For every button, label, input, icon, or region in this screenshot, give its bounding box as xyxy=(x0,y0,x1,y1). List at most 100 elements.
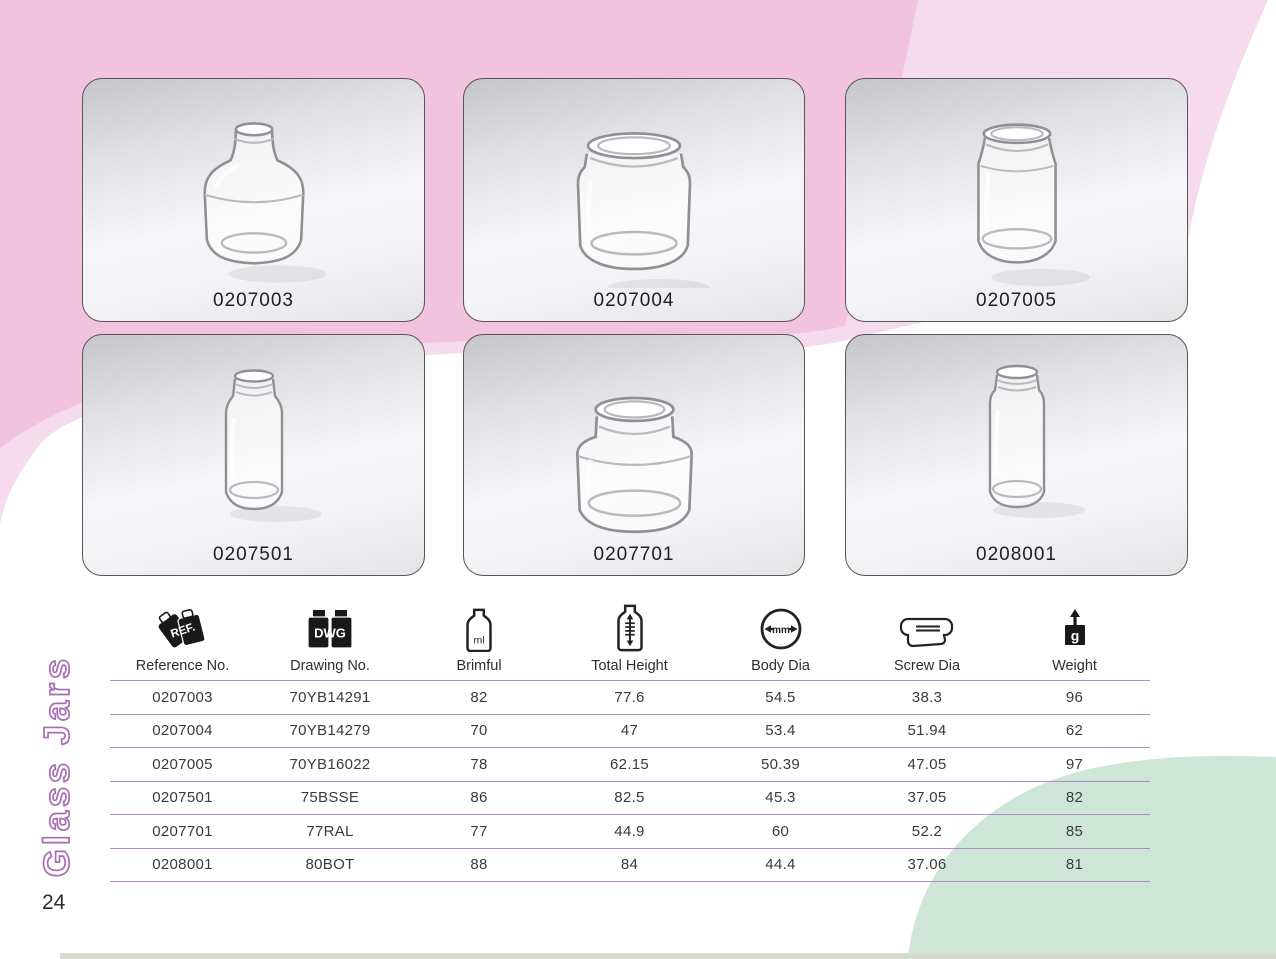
glass-jar-illustration xyxy=(576,132,711,288)
spec-header-cell: mm Body Dia xyxy=(706,600,855,679)
spec-row: 0208001 80BOT 88 84 44.4 37.06 81 xyxy=(110,849,1150,882)
spec-row: 0207005 70YB16022 78 62.15 50.39 47.05 97 xyxy=(110,748,1150,782)
spec-cell: 0207003 xyxy=(152,688,213,706)
spec-cell: 77 xyxy=(470,822,488,840)
spec-cell: 44.9 xyxy=(614,822,645,840)
spec-cell: 47 xyxy=(620,722,639,740)
spec-cell: 77RAL xyxy=(306,822,354,840)
glass-jar-illustration xyxy=(202,122,327,283)
spec-cell: 97 xyxy=(1065,755,1084,773)
product-card: 0207004 xyxy=(463,78,805,322)
spec-cell: 81 xyxy=(1065,856,1084,874)
spec-column-label: Weight xyxy=(1052,657,1097,674)
weight-icon: g xyxy=(999,600,1150,652)
spec-cell: 82.5 xyxy=(614,789,645,807)
spec-column-label: Body Dia xyxy=(751,657,810,674)
product-ref-label: 0207005 xyxy=(976,290,1057,311)
spec-cell: 96 xyxy=(1065,688,1084,706)
spec-column-label: Screw Dia xyxy=(893,657,961,674)
product-ref-label: 0207501 xyxy=(213,544,294,565)
spec-cell: 88 xyxy=(470,856,488,874)
spec-header-cell: Screw Dia xyxy=(855,600,999,679)
svg-text:ml: ml xyxy=(473,634,484,646)
body-dia-icon: mm xyxy=(706,600,855,652)
product-ref-label: 0207701 xyxy=(593,544,675,565)
spec-column-label: Drawing No. xyxy=(290,657,370,674)
product-photo xyxy=(464,335,804,542)
product-card: 0208001 xyxy=(845,334,1188,576)
spec-cell: 62 xyxy=(1065,722,1084,740)
spec-cell: 0208001 xyxy=(152,856,213,874)
height-bottle-icon xyxy=(553,600,706,652)
side-title: Glass Jars xyxy=(35,654,78,878)
spec-cell: 51.94 xyxy=(907,722,947,740)
spec-cell: 47.05 xyxy=(907,755,947,773)
glass-jar-illustration xyxy=(988,364,1085,518)
spec-column-label: Brimful xyxy=(456,657,502,674)
spec-table-body: 0207003 70YB14291 82 77.6 54.5 38.3 96 0207004 7… xyxy=(110,681,1150,882)
product-photo xyxy=(83,335,424,542)
product-photo xyxy=(846,335,1187,542)
spec-cell: 60 xyxy=(771,822,790,840)
spec-cell: 53.4 xyxy=(765,722,796,740)
svg-text:DWG: DWG xyxy=(314,626,346,641)
spec-cell: 75BSSE xyxy=(300,789,360,807)
spec-cell: 80BOT xyxy=(305,856,355,874)
spec-cell: 82 xyxy=(470,688,488,706)
spec-cell: 38.3 xyxy=(911,688,943,706)
spec-cell: 0207005 xyxy=(152,755,213,773)
product-card: 0207005 xyxy=(845,78,1188,322)
page-number: 24 xyxy=(42,891,66,914)
spec-header-cell: g Weight xyxy=(999,600,1150,679)
spec-cell: 77.6 xyxy=(614,688,645,706)
spec-cell: 52.2 xyxy=(911,822,943,840)
spec-cell: 85 xyxy=(1065,822,1084,840)
spec-cell: 86 xyxy=(470,789,488,807)
spec-header-cell: REF. Reference No. xyxy=(110,600,255,679)
spec-row: 0207701 77RAL 77 44.9 60 52.2 85 xyxy=(110,815,1150,849)
spec-cell: 44.4 xyxy=(765,856,796,874)
ref-tags-icon: REF. xyxy=(110,600,255,652)
spec-cell: 62.15 xyxy=(609,755,650,773)
svg-text:mm: mm xyxy=(772,625,790,636)
spec-cell: 82 xyxy=(1065,789,1084,807)
spec-cell: 0207004 xyxy=(152,722,213,740)
spec-cell: 45.3 xyxy=(765,789,796,807)
spec-cell: 0207701 xyxy=(152,822,213,840)
svg-text:g: g xyxy=(1070,628,1079,644)
spec-cell: 78 xyxy=(470,755,488,773)
spec-cell: 50.39 xyxy=(760,755,801,773)
glass-jar-illustration xyxy=(224,369,322,522)
product-ref-label: 0207003 xyxy=(213,290,294,311)
product-photo xyxy=(464,79,804,288)
spec-cell: 0207501 xyxy=(152,789,213,807)
spec-cell: 70YB16022 xyxy=(289,755,371,773)
spec-header-cell: Total Height xyxy=(553,600,706,679)
product-ref-label: 0207004 xyxy=(593,290,675,311)
product-card: 0207701 xyxy=(463,334,805,576)
glass-jar-illustration xyxy=(575,396,693,534)
product-card: 0207003 xyxy=(82,78,425,322)
product-card: 0207501 xyxy=(82,334,425,576)
glass-jar-illustration xyxy=(976,123,1090,286)
page-edge-strip xyxy=(60,953,1276,959)
spec-cell: 70YB14291 xyxy=(289,688,371,706)
spec-header-cell: DWG Drawing No. xyxy=(255,600,405,679)
spec-row: 0207004 70YB14279 70 47 53.4 51.94 62 xyxy=(110,715,1150,748)
spec-table-header: REF. Reference No. DWG Drawing No. ml Brimf… xyxy=(110,600,1150,681)
brimful-bottle-icon: ml xyxy=(405,600,553,652)
spec-row: 0207003 70YB14291 82 77.6 54.5 38.3 96 xyxy=(110,681,1150,715)
product-photo xyxy=(83,79,424,288)
spec-row: 0207501 75BSSE 86 82.5 45.3 37.05 82 xyxy=(110,782,1150,815)
spec-cell: 37.06 xyxy=(907,856,947,874)
spec-cell: 37.05 xyxy=(907,789,947,807)
product-ref-label: 0208001 xyxy=(976,544,1057,565)
spec-cell: 54.5 xyxy=(765,688,796,706)
product-photo xyxy=(846,79,1187,288)
dwg-jars-icon: DWG xyxy=(255,600,405,652)
spec-cell: 70 xyxy=(470,722,488,740)
spec-column-label: Reference No. xyxy=(135,657,230,674)
screw-cap-icon xyxy=(855,600,999,652)
spec-column-label: Total Height xyxy=(591,657,668,674)
